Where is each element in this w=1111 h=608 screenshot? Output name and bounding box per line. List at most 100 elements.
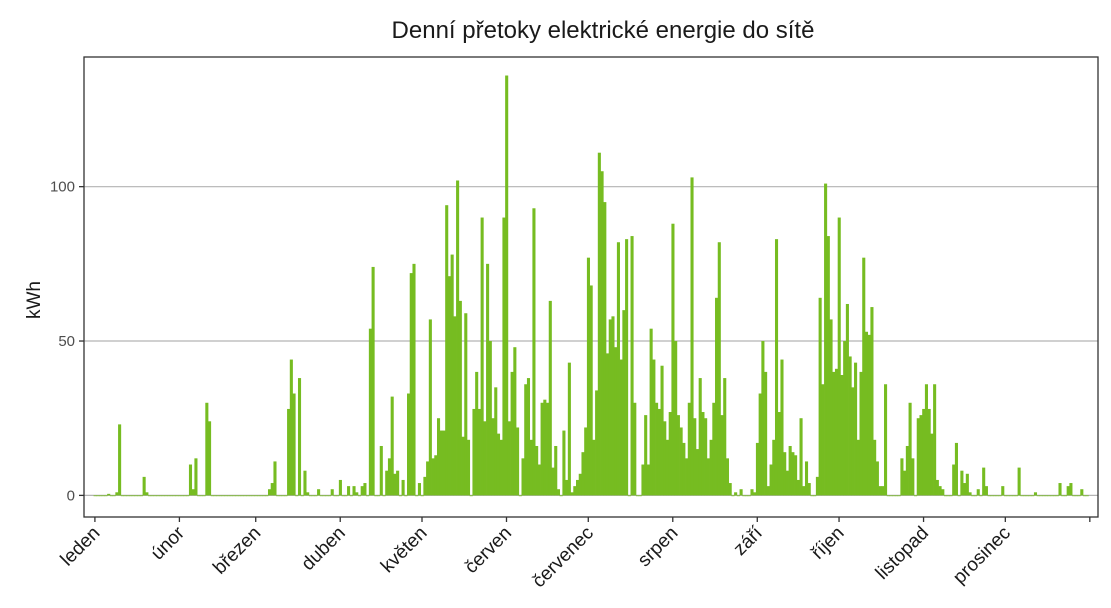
bar-day-79: [306, 492, 310, 496]
bar-day-346: [1033, 492, 1038, 496]
bar-day-255: [785, 470, 789, 496]
bar-day-271: [829, 319, 833, 496]
bar-day-238: [739, 489, 743, 496]
bar-day-22: [150, 495, 154, 497]
bar-day-203: [644, 415, 648, 496]
bar-day-4: [101, 495, 105, 497]
bar-day-123: [426, 461, 430, 496]
x-tick-label-duben: duben: [298, 523, 350, 575]
bar-day-302: [914, 495, 918, 497]
bar-day-309: [933, 384, 937, 496]
bar-day-233: [725, 458, 730, 496]
bar-day-211: [665, 439, 670, 496]
y-tick-label-50: 50: [58, 333, 75, 350]
bar-day-289: [878, 486, 882, 496]
x-tick-label-říjen: říjen: [808, 523, 849, 564]
bar-day-296: [897, 495, 901, 497]
bar-day-279: [851, 387, 855, 496]
bar-day-239: [742, 495, 746, 497]
bar-day-236: [734, 492, 738, 496]
bar-day-316: [952, 464, 956, 496]
bar-day-300: [908, 402, 912, 496]
bar-day-174: [565, 479, 569, 496]
bar-day-207: [655, 402, 659, 496]
bar-day-312: [941, 489, 945, 496]
bar-day-299: [905, 445, 909, 496]
bar-day-105: [377, 495, 381, 497]
bar-day-38: [194, 458, 198, 496]
bar-day-73: [289, 359, 293, 496]
bar-day-81: [311, 495, 315, 497]
bar-day-154: [510, 371, 514, 496]
bar-day-167: [546, 402, 550, 496]
bar-day-23: [153, 495, 157, 497]
bar-day-14: [128, 495, 133, 497]
bar-day-294: [892, 495, 896, 497]
bar-day-198: [630, 236, 634, 496]
bar-day-133: [453, 316, 457, 496]
bar-day-357: [1063, 495, 1068, 497]
bar-day-71: [284, 495, 288, 497]
bar-day-5: [104, 495, 108, 497]
bar-day-183: [589, 285, 593, 496]
bar-day-111: [393, 473, 397, 496]
bar-day-365: [1085, 495, 1089, 497]
bar-day-201: [638, 495, 642, 497]
bar-day-245: [758, 393, 762, 496]
bar-day-269: [824, 183, 828, 496]
bar-day-261: [802, 486, 806, 496]
bar-day-281: [856, 439, 860, 496]
bar-day-76: [297, 378, 302, 496]
bar-day-345: [1031, 495, 1035, 497]
bar-day-313: [943, 495, 948, 497]
bar-day-168: [548, 300, 552, 496]
bar-day-67: [273, 461, 277, 496]
bar-day-45: [213, 495, 217, 497]
bar-day-187: [600, 171, 604, 496]
bar-day-213: [671, 223, 675, 496]
bar-day-118: [412, 263, 416, 496]
bar-day-17: [137, 495, 141, 497]
bar-day-175: [567, 362, 571, 496]
y-axis-title: kWh: [24, 281, 45, 319]
bar-day-99: [360, 486, 364, 496]
bar-day-181: [584, 427, 588, 496]
bar-day-164: [537, 464, 541, 496]
bar-day-36: [188, 464, 193, 496]
bar-day-85: [322, 495, 326, 497]
bar-day-31: [175, 495, 179, 497]
bar-day-196: [625, 239, 629, 496]
bar-day-320: [963, 483, 967, 496]
bar-day-15: [131, 495, 135, 497]
bar-day-131: [447, 276, 451, 496]
x-tick-label-srpen: srpen: [634, 523, 682, 571]
bar-day-108: [385, 470, 389, 496]
bar-day-127: [436, 418, 441, 496]
y-tick-label-100: 100: [50, 179, 75, 196]
bar-day-64: [265, 495, 269, 497]
bar-day-153: [507, 421, 511, 496]
bar-day-273: [834, 368, 839, 496]
bar-day-275: [840, 374, 844, 496]
bar-day-77: [300, 495, 304, 497]
bar-day-42: [205, 402, 209, 496]
bar-day-10: [118, 424, 122, 496]
bar-day-270: [826, 236, 830, 496]
bar-day-69: [278, 495, 282, 497]
bar-day-43: [208, 421, 212, 496]
bar-day-324: [973, 495, 978, 497]
bar-day-149: [496, 433, 501, 496]
bar-day-253: [780, 359, 784, 496]
bar-day-337: [1009, 495, 1013, 497]
bar-day-191: [611, 316, 615, 496]
bar-day-220: [690, 177, 694, 496]
bar-day-29: [169, 495, 173, 497]
bar-day-216: [679, 427, 683, 496]
bar-day-179: [578, 473, 582, 496]
bar-day-264: [810, 495, 814, 497]
bar-day-134: [456, 180, 460, 496]
bar-day-237: [736, 495, 740, 497]
bar-day-348: [1039, 495, 1043, 497]
bar-day-98: [357, 495, 362, 497]
bar-day-244: [755, 442, 759, 496]
